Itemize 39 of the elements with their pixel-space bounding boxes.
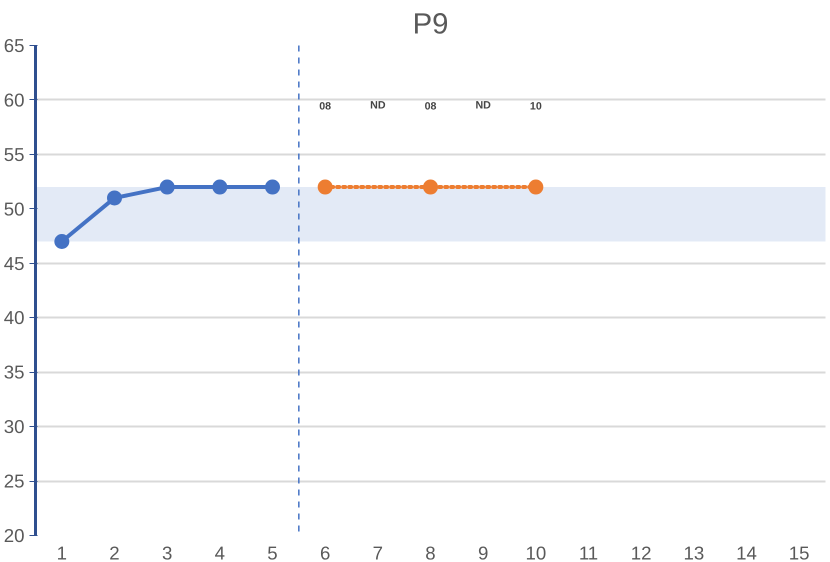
x-tick-label: 6 bbox=[320, 542, 330, 562]
annotation: 08 bbox=[319, 100, 332, 112]
point bbox=[54, 234, 70, 249]
y-tick-label: 35 bbox=[4, 362, 25, 383]
x-tick-label: 10 bbox=[525, 542, 546, 562]
x-tick-label: 5 bbox=[267, 542, 278, 562]
y-tick-label: 20 bbox=[4, 525, 25, 546]
x-tick-label: 2 bbox=[109, 542, 120, 562]
annotation: 08 bbox=[424, 100, 436, 112]
point bbox=[423, 180, 438, 195]
point bbox=[107, 190, 122, 206]
annotation: 10 bbox=[530, 100, 542, 112]
x-tick-label: 11 bbox=[578, 542, 598, 562]
x-tick-label: 15 bbox=[788, 542, 810, 562]
annotation: ND bbox=[475, 100, 492, 112]
x-tick-label: 1 bbox=[56, 542, 68, 562]
x-tick-label: 8 bbox=[425, 542, 436, 562]
y-tick-label: 50 bbox=[4, 198, 25, 220]
y-tick-label: 30 bbox=[4, 416, 25, 438]
x-tick-label: 12 bbox=[630, 542, 652, 562]
chart-title: P9 bbox=[412, 8, 448, 40]
point bbox=[318, 180, 333, 195]
point bbox=[160, 180, 175, 195]
x-tick-label: 3 bbox=[162, 542, 172, 562]
x-tick-label: 14 bbox=[736, 542, 757, 562]
y-tick-label: 40 bbox=[4, 307, 25, 328]
y-tick-label: 65 bbox=[4, 35, 25, 56]
x-tick-label: 13 bbox=[683, 542, 704, 562]
x-tick-label: 7 bbox=[372, 542, 384, 562]
y-tick-label: 60 bbox=[4, 89, 25, 110]
y-tick-label: 25 bbox=[4, 470, 25, 492]
y-tick-label: 45 bbox=[4, 252, 25, 274]
y-tick-label: 55 bbox=[4, 144, 25, 165]
point bbox=[528, 180, 544, 195]
annotation: ND bbox=[370, 100, 386, 112]
x-tick-label: 9 bbox=[478, 542, 488, 562]
x-tick-label: 4 bbox=[214, 542, 226, 562]
point bbox=[265, 180, 280, 195]
point bbox=[212, 180, 228, 195]
